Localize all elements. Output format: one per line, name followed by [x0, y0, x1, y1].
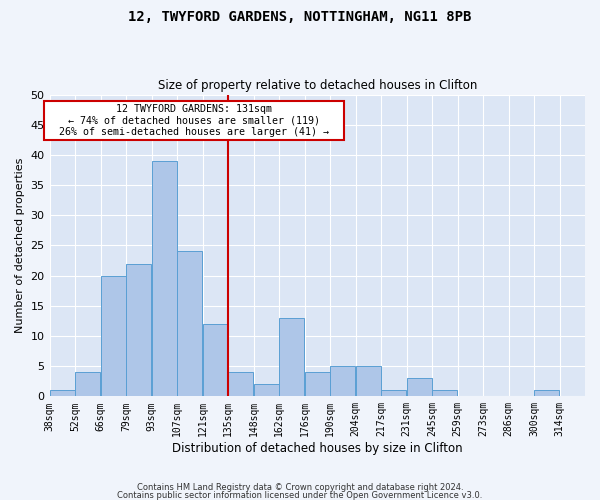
Text: Contains public sector information licensed under the Open Government Licence v3: Contains public sector information licen…: [118, 490, 482, 500]
Text: Contains HM Land Registry data © Crown copyright and database right 2024.: Contains HM Land Registry data © Crown c…: [137, 484, 463, 492]
Bar: [279, 318, 304, 396]
Bar: [229, 372, 253, 396]
Bar: [203, 324, 228, 396]
Bar: [76, 372, 100, 396]
Bar: [534, 390, 559, 396]
Bar: [254, 384, 279, 396]
Bar: [305, 372, 330, 396]
Bar: [407, 378, 432, 396]
Bar: [178, 252, 202, 396]
Bar: [101, 276, 126, 396]
Bar: [381, 390, 406, 396]
Bar: [50, 390, 75, 396]
Text: 12, TWYFORD GARDENS, NOTTINGHAM, NG11 8PB: 12, TWYFORD GARDENS, NOTTINGHAM, NG11 8P…: [128, 10, 472, 24]
Bar: [127, 264, 151, 396]
Bar: [356, 366, 381, 396]
Text: 12 TWYFORD GARDENS: 131sqm  
  ← 74% of detached houses are smaller (119)  
  26: 12 TWYFORD GARDENS: 131sqm ← 74% of deta…: [47, 104, 341, 137]
X-axis label: Distribution of detached houses by size in Clifton: Distribution of detached houses by size …: [172, 442, 463, 455]
Bar: [152, 161, 177, 396]
Y-axis label: Number of detached properties: Number of detached properties: [15, 158, 25, 333]
Bar: [330, 366, 355, 396]
Title: Size of property relative to detached houses in Clifton: Size of property relative to detached ho…: [158, 79, 477, 92]
Bar: [432, 390, 457, 396]
